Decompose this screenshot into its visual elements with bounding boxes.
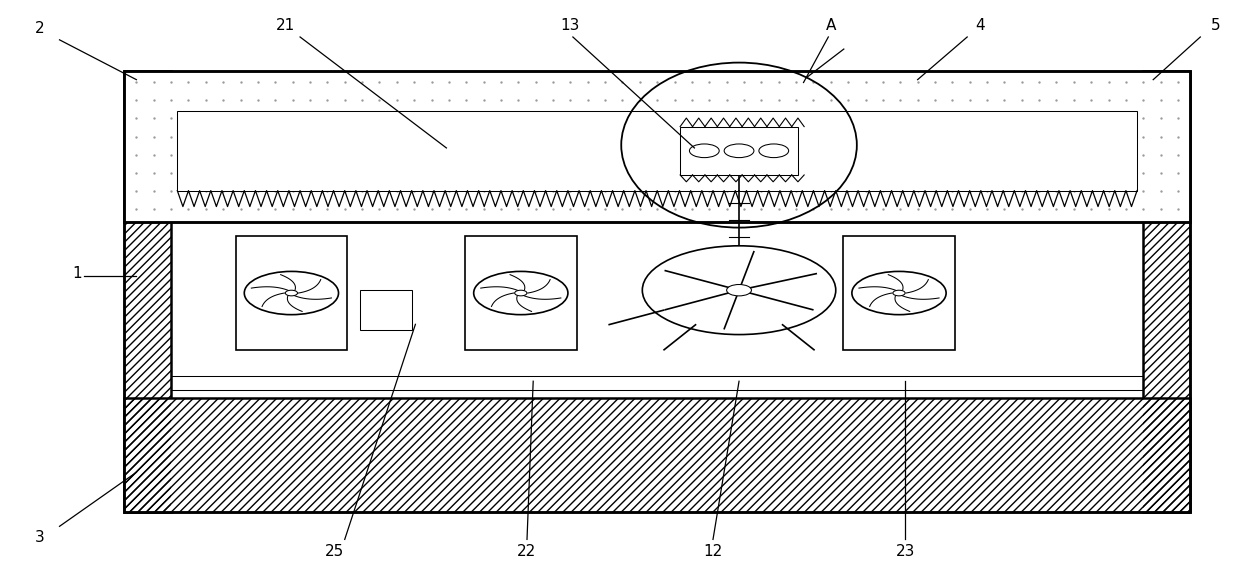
Circle shape xyxy=(759,144,789,158)
Circle shape xyxy=(285,290,298,296)
Bar xyxy=(124,71,1190,222)
Bar xyxy=(124,398,1190,512)
Text: 23: 23 xyxy=(895,545,915,559)
Bar xyxy=(465,236,577,350)
Circle shape xyxy=(474,271,568,315)
Circle shape xyxy=(724,144,754,158)
Circle shape xyxy=(893,290,905,296)
Bar xyxy=(124,71,1190,512)
Text: 2: 2 xyxy=(35,21,45,36)
Text: A: A xyxy=(826,18,836,33)
Circle shape xyxy=(727,284,751,296)
Bar xyxy=(124,398,1190,512)
Circle shape xyxy=(852,271,946,315)
Circle shape xyxy=(642,246,836,335)
Text: 4: 4 xyxy=(975,18,985,33)
Bar xyxy=(177,111,1137,191)
Text: 22: 22 xyxy=(517,545,537,559)
Bar xyxy=(124,71,171,512)
Text: 5: 5 xyxy=(1210,18,1220,33)
Text: 13: 13 xyxy=(560,18,580,33)
Circle shape xyxy=(515,290,527,296)
Bar xyxy=(1143,71,1190,512)
Bar xyxy=(843,236,955,350)
Circle shape xyxy=(244,271,339,315)
Text: 12: 12 xyxy=(703,545,723,559)
Text: 25: 25 xyxy=(325,545,345,559)
Bar xyxy=(124,71,171,512)
Circle shape xyxy=(689,144,719,158)
Text: 21: 21 xyxy=(275,18,295,33)
Bar xyxy=(1143,71,1190,512)
Bar xyxy=(236,236,347,350)
Bar xyxy=(360,290,412,330)
Text: 3: 3 xyxy=(35,530,45,545)
Bar xyxy=(680,127,799,175)
Text: 1: 1 xyxy=(72,266,82,281)
